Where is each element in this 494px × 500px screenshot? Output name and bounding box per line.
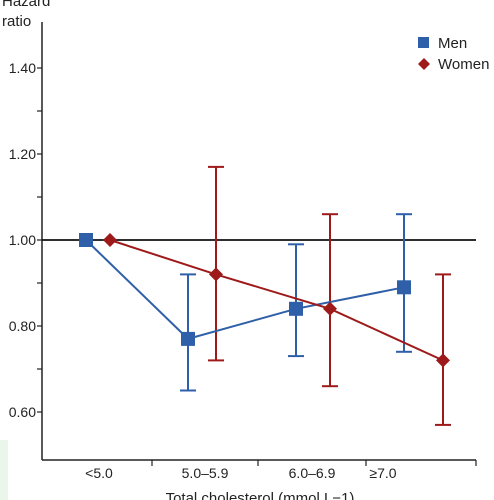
y-axis-label-line1: Hazard	[2, 0, 50, 10]
series-line-men	[85, 239, 405, 341]
x-axis-label: Total cholesterol (mmol L−1)	[166, 490, 355, 500]
data-point-men	[289, 301, 303, 316]
y-tick-label: 0.80	[9, 318, 36, 334]
legend-label-women: Women	[438, 56, 489, 73]
x-tick-label: 6.0–6.9	[289, 465, 336, 481]
legend-label-men: Men	[438, 35, 467, 52]
y-axis-label-line2: ratio	[2, 13, 31, 30]
data-point-men	[181, 331, 195, 346]
y-tick-label: 1.40	[9, 60, 36, 76]
data-point-men	[397, 280, 411, 295]
x-tick-label: 5.0–5.9	[182, 465, 229, 481]
y-tick-label: 0.60	[9, 404, 36, 420]
left-edge-strip	[0, 440, 8, 500]
legend-swatch-women	[418, 58, 430, 70]
x-tick-label: ≥7.0	[369, 465, 396, 481]
data-point-women	[436, 353, 450, 368]
data-point-women	[323, 301, 337, 316]
data-point-women	[209, 267, 223, 282]
legend-swatch-men	[418, 37, 429, 48]
y-tick-label: 1.00	[9, 232, 36, 248]
x-tick-label: <5.0	[85, 465, 113, 481]
data-point-women	[103, 233, 117, 247]
data-point-men	[79, 233, 93, 247]
series-line-women	[109, 239, 444, 362]
y-tick-label: 1.20	[9, 146, 36, 162]
